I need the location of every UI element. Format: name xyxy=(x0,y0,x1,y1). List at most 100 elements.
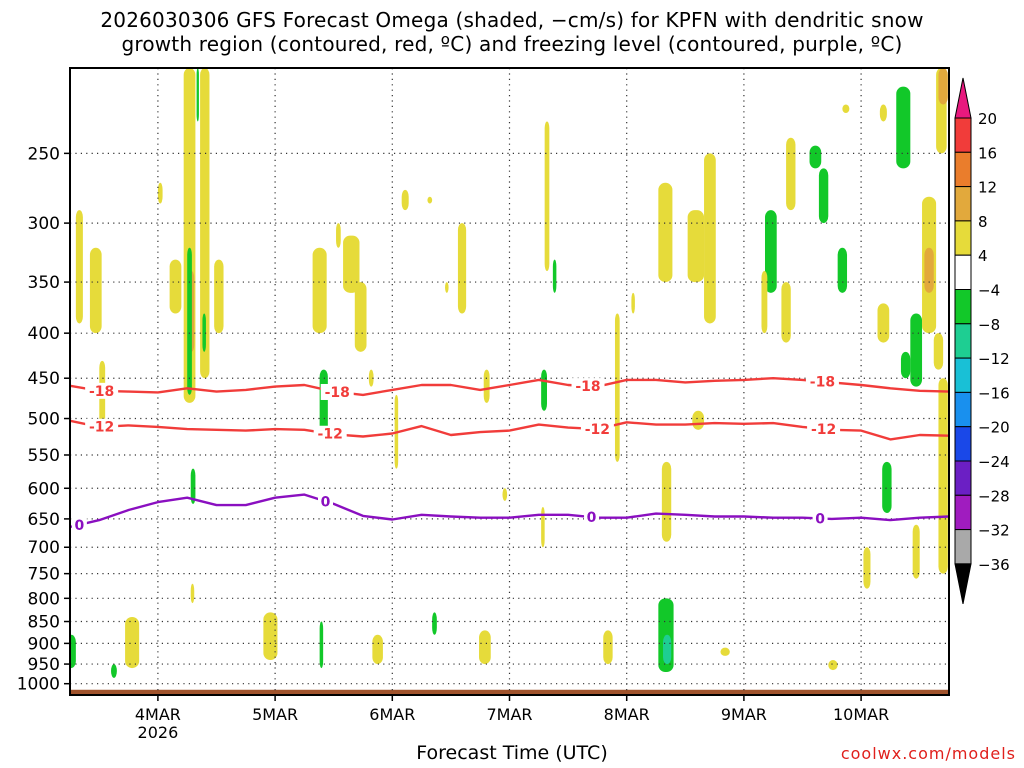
omega-cell xyxy=(343,235,360,293)
contour-label: -18 xyxy=(810,375,835,391)
omega-cell xyxy=(879,104,887,122)
omega-cell xyxy=(781,282,791,343)
omega-cell xyxy=(483,369,490,403)
omega-cell xyxy=(196,68,199,122)
omega-cell xyxy=(125,616,140,669)
surface-layer xyxy=(70,689,949,695)
contour-label-bg xyxy=(85,382,119,399)
y-tick-label: 350 xyxy=(28,273,60,293)
omega-cell xyxy=(214,259,224,334)
contour-label: 0 xyxy=(587,510,597,526)
contour-label-bg xyxy=(317,493,333,510)
colorbar-label: 12 xyxy=(978,179,997,197)
colorbar-swatch xyxy=(954,151,972,188)
x-axis-title: Forecast Time (UTC) xyxy=(416,742,608,764)
colorbar-label: −32 xyxy=(978,522,1010,540)
omega-cell xyxy=(837,247,848,293)
y-tick-label: 450 xyxy=(28,369,60,389)
omega-cell xyxy=(764,210,777,293)
x-tick-label: 6MAR xyxy=(369,705,415,724)
surface-band xyxy=(70,689,949,695)
y-tick-label: 700 xyxy=(28,538,60,558)
omega-cell xyxy=(552,259,557,293)
contour-label-bg xyxy=(807,421,841,438)
contour-label-bg xyxy=(580,421,614,438)
omega-cell xyxy=(924,247,934,293)
omega-cell xyxy=(111,664,117,678)
omega-cell xyxy=(603,630,613,665)
colorbar-label: −20 xyxy=(978,419,1010,437)
contour-label: 0 xyxy=(321,494,331,510)
omega-cell xyxy=(541,369,548,411)
colorbar-label: 16 xyxy=(978,144,997,162)
omega-cell xyxy=(445,282,449,293)
colorbar-label: −4 xyxy=(978,282,1000,300)
x-tick-label: 9MAR xyxy=(721,705,767,724)
omega-cell xyxy=(202,313,206,352)
contour-line xyxy=(70,493,949,529)
y-tick-label: 900 xyxy=(28,634,60,654)
y-tick-label: 650 xyxy=(28,510,60,530)
colorbar-swatch xyxy=(954,494,972,531)
y-tick-label: 1000 xyxy=(17,675,60,695)
colorbar-label: 4 xyxy=(978,247,988,265)
colorbar-swatch xyxy=(954,357,972,393)
y-tick-label: 400 xyxy=(28,324,60,344)
contour-label: 0 xyxy=(815,511,825,527)
x-tick-label: 10MAR xyxy=(833,705,889,724)
x-tick-sublabel: 2026 xyxy=(138,723,179,742)
omega-cell xyxy=(910,313,923,387)
contour-label: -18 xyxy=(325,385,350,401)
x-tick-label: 8MAR xyxy=(604,705,650,724)
omega-cell xyxy=(761,270,768,334)
contour-label: -12 xyxy=(811,422,836,438)
omega-cell xyxy=(631,292,635,314)
omega-cell xyxy=(933,333,944,370)
colorbar-label: −16 xyxy=(978,384,1010,402)
omega-cell xyxy=(372,634,383,665)
omega-cell xyxy=(336,223,341,248)
colorbar-swatch xyxy=(954,529,972,565)
omega-cell xyxy=(541,506,545,548)
omega-cell xyxy=(877,303,890,343)
colorbar-swatch xyxy=(954,391,972,428)
omega-cell xyxy=(200,68,210,379)
omega-cell xyxy=(427,196,433,204)
omega-cell xyxy=(882,461,892,513)
chart-title-line-2: growth region (contoured, red, ºC) and f… xyxy=(121,32,903,56)
y-tick-label: 750 xyxy=(28,565,60,585)
omega-cell xyxy=(704,153,716,324)
omega-cell xyxy=(896,86,911,169)
omega-cell xyxy=(263,612,278,661)
x-tick-label: 5MAR xyxy=(252,705,298,724)
grid-layer xyxy=(70,68,949,695)
omega-cell xyxy=(842,104,850,114)
omega-cell xyxy=(190,583,195,604)
y-axis: 2503003504004505005506006507007508008509… xyxy=(17,144,70,695)
y-tick-label: 600 xyxy=(28,479,60,499)
contour-label-bg xyxy=(85,418,119,435)
omega-cell xyxy=(169,259,182,314)
omega-cell xyxy=(457,223,467,314)
omega-cell xyxy=(401,189,409,211)
colorbar-label: −28 xyxy=(978,487,1010,505)
omega-cell xyxy=(658,182,673,283)
colorbar-label: 8 xyxy=(978,213,988,231)
colorbar-arrow-bottom xyxy=(954,563,972,604)
contour-label-layer: -18 -18 -18 -18 -12 -12 -12 -12 0 0 0 0 xyxy=(71,373,841,534)
colorbar-swatch xyxy=(954,323,972,359)
colorbar-swatch xyxy=(954,426,972,462)
colorbar-label: −12 xyxy=(978,350,1010,368)
omega-cell xyxy=(786,137,796,211)
source-credit: coolwx.com/models xyxy=(840,744,1016,763)
y-tick-label: 500 xyxy=(28,410,60,430)
y-tick-label: 800 xyxy=(28,589,60,609)
omega-shading-layer xyxy=(70,68,948,678)
colorbar-label: −8 xyxy=(978,316,1000,334)
contour-label-bg xyxy=(805,373,839,390)
y-tick-label: 300 xyxy=(28,214,60,234)
y-tick-label: 850 xyxy=(28,613,60,633)
omega-cell xyxy=(938,68,948,105)
omega-cell xyxy=(900,351,911,379)
